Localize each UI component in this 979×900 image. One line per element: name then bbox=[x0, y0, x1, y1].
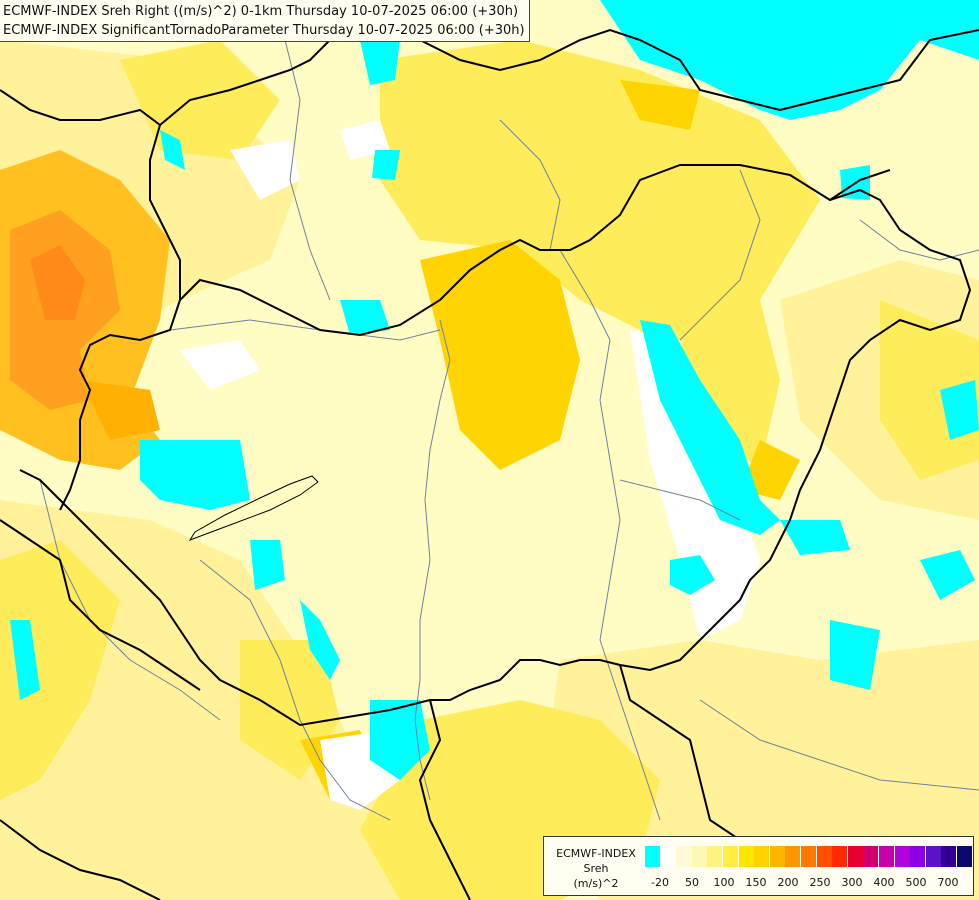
legend-label: ECMWF-INDEX Sreh (m/s)^2 bbox=[548, 846, 644, 891]
legend-swatch bbox=[754, 846, 770, 867]
legend-swatch bbox=[785, 846, 801, 867]
legend-swatch bbox=[801, 846, 816, 867]
legend-swatch bbox=[941, 846, 957, 867]
legend-swatch bbox=[847, 846, 863, 867]
legend-unit: (m/s)^2 bbox=[573, 877, 619, 890]
lake-outline bbox=[188, 475, 319, 541]
legend-swatch bbox=[957, 846, 972, 867]
map-title-box: ECMWF-INDEX Sreh Right ((m/s)^2) 0-1km T… bbox=[0, 0, 530, 42]
legend-tick-label: 100 bbox=[713, 876, 735, 889]
legend-swatch bbox=[879, 846, 894, 867]
legend-swatch bbox=[707, 846, 723, 867]
legend-swatch bbox=[645, 846, 660, 867]
legend-swatch bbox=[816, 846, 832, 867]
legend-tick-label: 300 bbox=[841, 876, 863, 889]
legend-swatch bbox=[738, 846, 754, 867]
sreh-orange-areas bbox=[0, 150, 170, 470]
rivers bbox=[39, 19, 979, 821]
legend-tick-label: 150 bbox=[745, 876, 767, 889]
legend-param: Sreh bbox=[583, 862, 609, 875]
legend-tick-label: 700 bbox=[937, 876, 959, 889]
legend-swatch bbox=[723, 846, 738, 867]
title-line-1: ECMWF-INDEX Sreh Right ((m/s)^2) 0-1km T… bbox=[3, 4, 519, 19]
legend-swatch bbox=[691, 846, 707, 867]
legend-swatch bbox=[925, 846, 941, 867]
legend-name: ECMWF-INDEX bbox=[556, 847, 636, 860]
legend-tick-label: -20 bbox=[651, 876, 669, 889]
legend-swatch bbox=[894, 846, 910, 867]
legend-swatch bbox=[676, 846, 692, 867]
legend-swatch bbox=[769, 846, 785, 867]
legend-tick-label: 500 bbox=[905, 876, 927, 889]
sreh-yellow-areas bbox=[0, 40, 979, 900]
sreh-cyan-areas bbox=[10, 0, 979, 780]
legend-swatch bbox=[832, 846, 848, 867]
legend-swatch bbox=[863, 846, 879, 867]
legend-swatch bbox=[910, 846, 926, 867]
legend-swatch bbox=[660, 846, 676, 867]
legend-tick-label: 400 bbox=[873, 876, 895, 889]
color-legend: ECMWF-INDEX Sreh (m/s)^2 -20 50 100 150 200 2… bbox=[543, 836, 974, 896]
legend-tick-label: 50 bbox=[685, 876, 699, 889]
legend-tick-label: 250 bbox=[809, 876, 831, 889]
title-line-2: ECMWF-INDEX SignificantTornadoParameter … bbox=[3, 23, 525, 38]
legend-tick-label: 200 bbox=[777, 876, 799, 889]
